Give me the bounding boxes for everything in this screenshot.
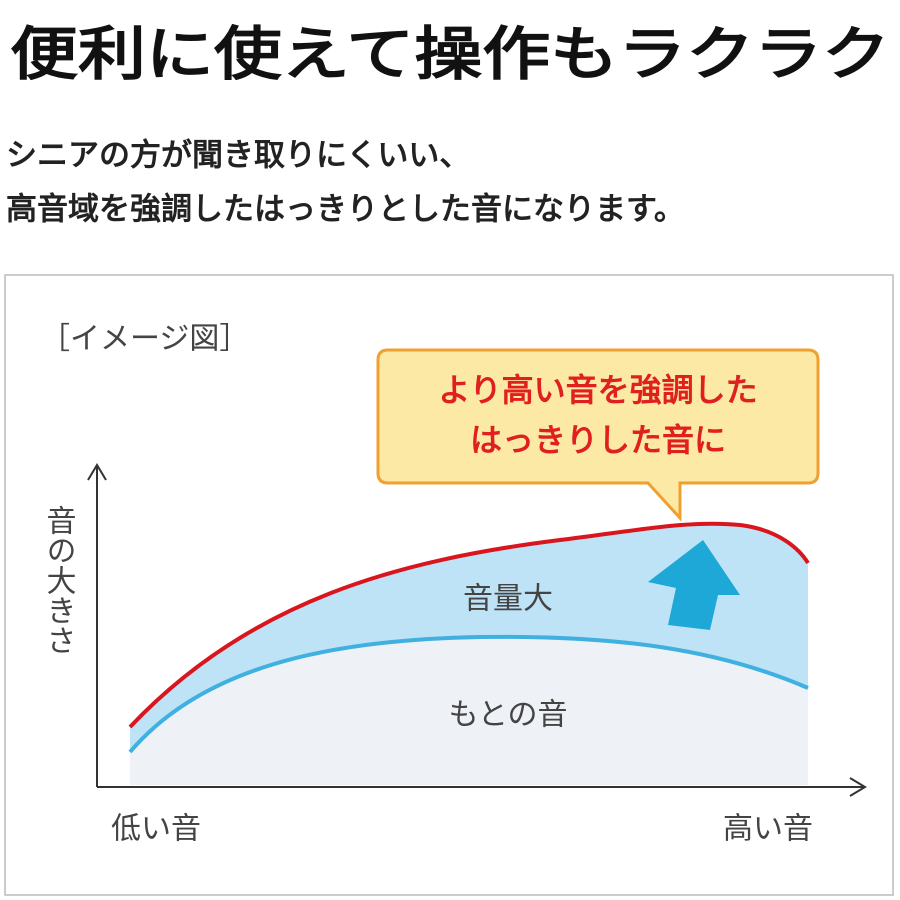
base-label: もとの音: [448, 698, 567, 733]
y-axis-label: 音の大きさ: [41, 505, 76, 655]
boost-curve: [128, 521, 810, 729]
subtitle-line: 高音域を強調したはっきりとした音になります。: [6, 192, 685, 228]
base-area: [130, 636, 808, 785]
x-high-label: 高い音: [723, 812, 813, 847]
callout-box: [376, 348, 820, 522]
callout-line: はっきりした音に: [470, 421, 726, 459]
up-arrow: [648, 540, 740, 630]
boost-label: 音量大: [463, 582, 553, 617]
boost-area: [130, 523, 808, 752]
subtitle-line: シニアの方が聞き取りにくいい、: [6, 138, 470, 174]
caption: ［イメージ図］: [40, 322, 249, 357]
base-curve: [128, 634, 809, 754]
y-axis-arrow: [87, 463, 107, 481]
callout-line: より高い音を強調した: [438, 371, 757, 409]
title: 便利に使えて操作もラクラク: [10, 20, 890, 88]
x-low-label: 低い音: [111, 812, 201, 847]
x-axis-arrow: [849, 777, 867, 797]
